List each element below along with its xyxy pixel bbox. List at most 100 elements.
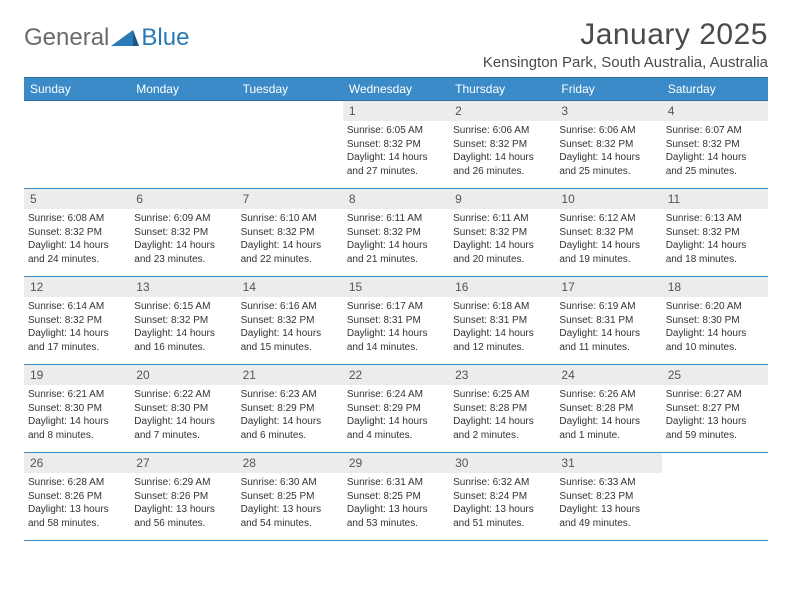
sunset-line: Sunset: 8:25 PM [241,490,339,504]
brand-part2: Blue [141,24,189,52]
day-number: 2 [449,101,555,121]
sunset-line: Sunset: 8:31 PM [559,314,657,328]
day-details: Sunrise: 6:22 AMSunset: 8:30 PMDaylight:… [130,385,236,446]
sunset-line: Sunset: 8:30 PM [134,402,232,416]
day-details: Sunrise: 6:21 AMSunset: 8:30 PMDaylight:… [24,385,130,446]
day-number: 28 [237,453,343,473]
sunset-line: Sunset: 8:32 PM [559,138,657,152]
sunset-line: Sunset: 8:28 PM [559,402,657,416]
daylight-line: Daylight: 14 hours and 19 minutes. [559,239,657,266]
day-number: 31 [555,453,661,473]
sunrise-line: Sunrise: 6:06 AM [453,124,551,138]
day-details: Sunrise: 6:28 AMSunset: 8:26 PMDaylight:… [24,473,130,534]
page-header: General Blue January 2025 Kensington Par… [24,18,768,71]
day-details: Sunrise: 6:32 AMSunset: 8:24 PMDaylight:… [449,473,555,534]
calendar-cell: 28Sunrise: 6:30 AMSunset: 8:25 PMDayligh… [237,453,343,541]
day-header: Wednesday [343,78,449,101]
daylight-line: Daylight: 14 hours and 18 minutes. [666,239,764,266]
sunrise-line: Sunrise: 6:11 AM [453,212,551,226]
day-number: 12 [24,277,130,297]
daylight-line: Daylight: 14 hours and 25 minutes. [666,151,764,178]
day-details: Sunrise: 6:06 AMSunset: 8:32 PMDaylight:… [555,121,661,182]
day-number: 8 [343,189,449,209]
day-details: Sunrise: 6:10 AMSunset: 8:32 PMDaylight:… [237,209,343,270]
calendar-cell [130,101,236,189]
daylight-line: Daylight: 14 hours and 11 minutes. [559,327,657,354]
sunset-line: Sunset: 8:32 PM [28,314,126,328]
calendar-row: 1Sunrise: 6:05 AMSunset: 8:32 PMDaylight… [24,101,768,189]
sunset-line: Sunset: 8:30 PM [28,402,126,416]
daylight-line: Daylight: 13 hours and 54 minutes. [241,503,339,530]
sunset-line: Sunset: 8:28 PM [453,402,551,416]
day-details: Sunrise: 6:15 AMSunset: 8:32 PMDaylight:… [130,297,236,358]
daylight-line: Daylight: 14 hours and 27 minutes. [347,151,445,178]
daylight-line: Daylight: 14 hours and 23 minutes. [134,239,232,266]
day-number: 11 [662,189,768,209]
calendar-cell: 25Sunrise: 6:27 AMSunset: 8:27 PMDayligh… [662,365,768,453]
day-number: 29 [343,453,449,473]
calendar-row: 5Sunrise: 6:08 AMSunset: 8:32 PMDaylight… [24,189,768,277]
sunset-line: Sunset: 8:32 PM [28,226,126,240]
day-number: 10 [555,189,661,209]
month-title: January 2025 [483,18,768,52]
daylight-line: Daylight: 14 hours and 26 minutes. [453,151,551,178]
daylight-line: Daylight: 13 hours and 49 minutes. [559,503,657,530]
sunrise-line: Sunrise: 6:07 AM [666,124,764,138]
day-details: Sunrise: 6:24 AMSunset: 8:29 PMDaylight:… [343,385,449,446]
day-details: Sunrise: 6:20 AMSunset: 8:30 PMDaylight:… [662,297,768,358]
day-number: 23 [449,365,555,385]
daylight-line: Daylight: 14 hours and 14 minutes. [347,327,445,354]
day-details: Sunrise: 6:31 AMSunset: 8:25 PMDaylight:… [343,473,449,534]
calendar-cell: 27Sunrise: 6:29 AMSunset: 8:26 PMDayligh… [130,453,236,541]
day-number: 24 [555,365,661,385]
day-details: Sunrise: 6:13 AMSunset: 8:32 PMDaylight:… [662,209,768,270]
calendar-cell: 26Sunrise: 6:28 AMSunset: 8:26 PMDayligh… [24,453,130,541]
day-number: 7 [237,189,343,209]
sunrise-line: Sunrise: 6:08 AM [28,212,126,226]
day-number: 27 [130,453,236,473]
daylight-line: Daylight: 14 hours and 1 minute. [559,415,657,442]
daylight-line: Daylight: 13 hours and 59 minutes. [666,415,764,442]
sunset-line: Sunset: 8:32 PM [666,226,764,240]
sunset-line: Sunset: 8:32 PM [559,226,657,240]
day-details: Sunrise: 6:12 AMSunset: 8:32 PMDaylight:… [555,209,661,270]
calendar-cell: 24Sunrise: 6:26 AMSunset: 8:28 PMDayligh… [555,365,661,453]
sunrise-line: Sunrise: 6:12 AM [559,212,657,226]
day-details: Sunrise: 6:27 AMSunset: 8:27 PMDaylight:… [662,385,768,446]
day-details: Sunrise: 6:16 AMSunset: 8:32 PMDaylight:… [237,297,343,358]
title-block: January 2025 Kensington Park, South Aust… [483,18,768,71]
sunset-line: Sunset: 8:31 PM [347,314,445,328]
page: General Blue January 2025 Kensington Par… [0,0,792,553]
day-number: 21 [237,365,343,385]
sunset-line: Sunset: 8:29 PM [241,402,339,416]
calendar-cell: 4Sunrise: 6:07 AMSunset: 8:32 PMDaylight… [662,101,768,189]
daylight-line: Daylight: 14 hours and 12 minutes. [453,327,551,354]
sunrise-line: Sunrise: 6:25 AM [453,388,551,402]
daylight-line: Daylight: 14 hours and 25 minutes. [559,151,657,178]
daylight-line: Daylight: 14 hours and 6 minutes. [241,415,339,442]
sunrise-line: Sunrise: 6:17 AM [347,300,445,314]
brand-part1: General [24,24,109,52]
sunrise-line: Sunrise: 6:10 AM [241,212,339,226]
calendar-cell: 2Sunrise: 6:06 AMSunset: 8:32 PMDaylight… [449,101,555,189]
day-number: 26 [24,453,130,473]
day-number: 9 [449,189,555,209]
day-number: 6 [130,189,236,209]
day-details: Sunrise: 6:05 AMSunset: 8:32 PMDaylight:… [343,121,449,182]
daylight-line: Daylight: 14 hours and 22 minutes. [241,239,339,266]
sunrise-line: Sunrise: 6:20 AM [666,300,764,314]
daylight-line: Daylight: 14 hours and 8 minutes. [28,415,126,442]
sunrise-line: Sunrise: 6:19 AM [559,300,657,314]
calendar-cell: 19Sunrise: 6:21 AMSunset: 8:30 PMDayligh… [24,365,130,453]
calendar-cell: 14Sunrise: 6:16 AMSunset: 8:32 PMDayligh… [237,277,343,365]
sunset-line: Sunset: 8:24 PM [453,490,551,504]
daylight-line: Daylight: 14 hours and 4 minutes. [347,415,445,442]
calendar-cell [24,101,130,189]
sunset-line: Sunset: 8:32 PM [666,138,764,152]
day-details: Sunrise: 6:23 AMSunset: 8:29 PMDaylight:… [237,385,343,446]
sunset-line: Sunset: 8:30 PM [666,314,764,328]
sunset-line: Sunset: 8:32 PM [347,138,445,152]
sunset-line: Sunset: 8:32 PM [241,314,339,328]
day-details: Sunrise: 6:33 AMSunset: 8:23 PMDaylight:… [555,473,661,534]
day-number: 19 [24,365,130,385]
